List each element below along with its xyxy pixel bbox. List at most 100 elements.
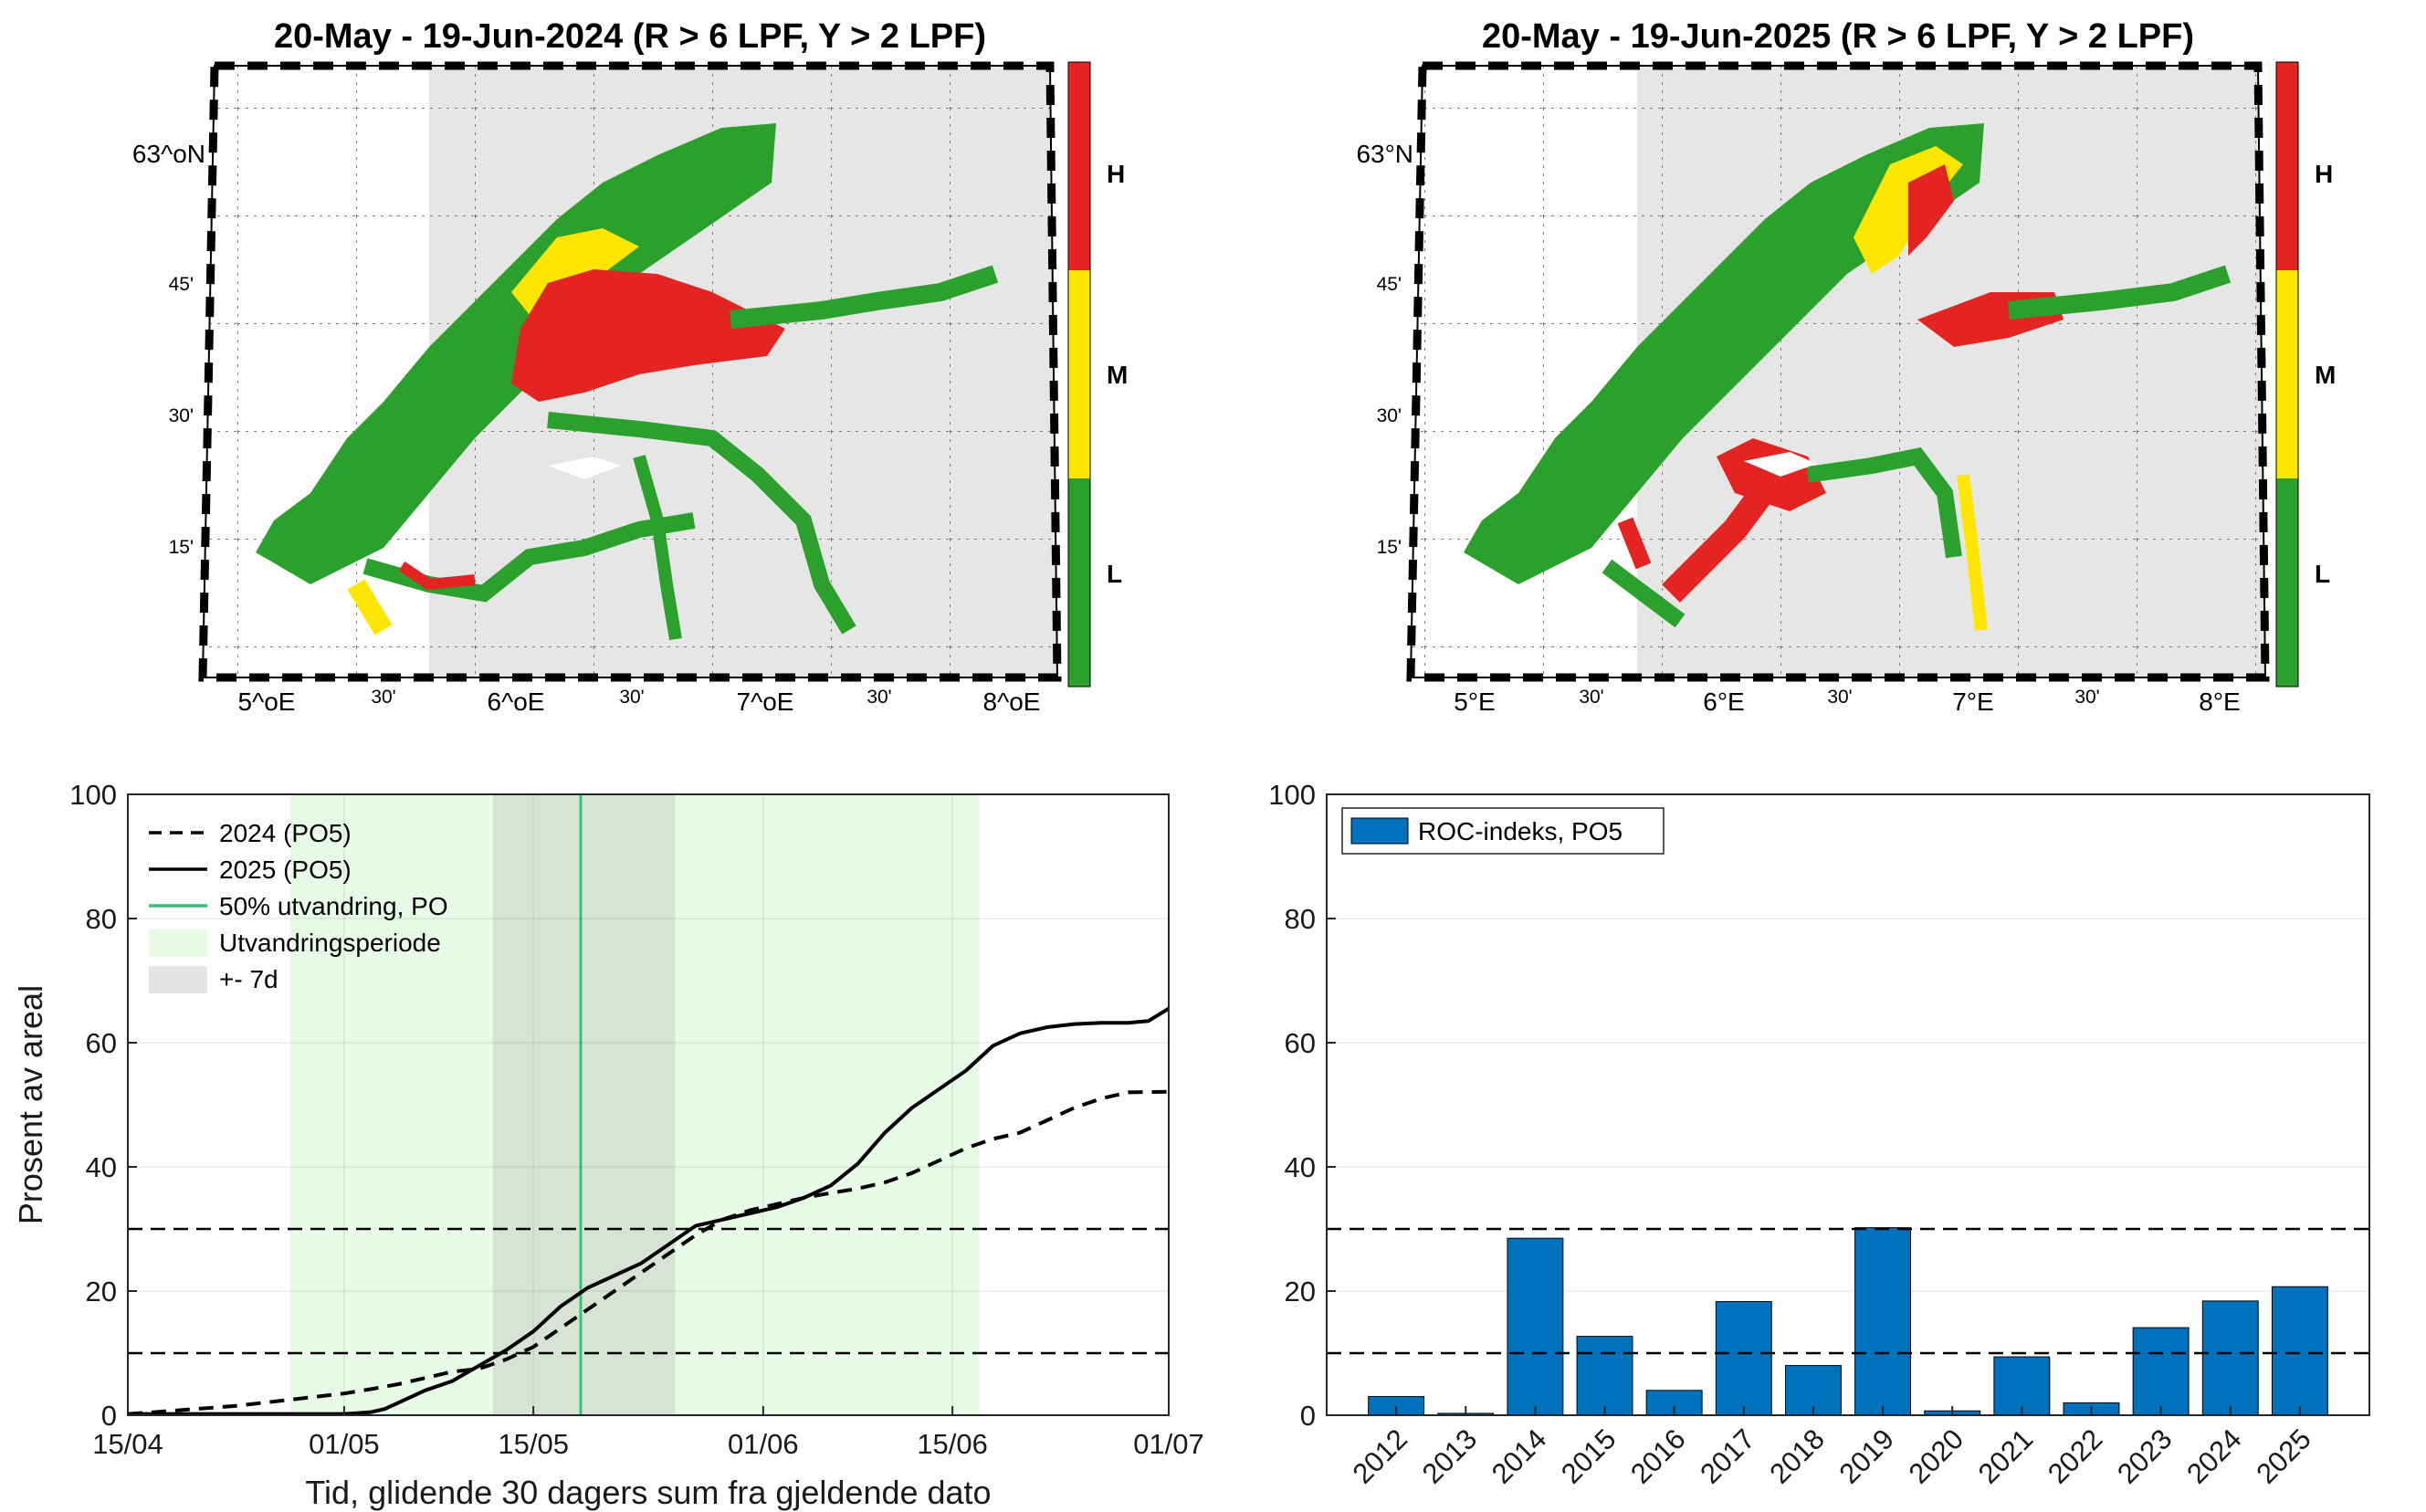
colorbar-label-medium: M	[1107, 361, 1128, 389]
x-tick-label: 2014	[1486, 1423, 1553, 1490]
series-line-2025	[128, 1006, 1171, 1416]
lon-label: 7^oE	[737, 688, 794, 716]
lon-label: 6°E	[1703, 688, 1744, 716]
lat-label: 45'	[169, 274, 194, 295]
lon-minor-label: 30'	[1827, 687, 1852, 708]
lat-label: 63^oN	[132, 140, 205, 168]
legend: ROC-indeks, PO5	[1341, 807, 1665, 855]
x-tick-label: 2013	[1416, 1423, 1484, 1490]
legend-swatch-period	[149, 929, 207, 957]
lon-labels: 5^oE 6^oE 7^oE 8^oE 30' 30' 30'	[238, 687, 1041, 716]
lon-label: 8^oE	[983, 688, 1041, 716]
x-tick-label: 2018	[1763, 1423, 1831, 1490]
colorbar-low	[1068, 478, 1090, 687]
colorbar: H M L	[1067, 61, 1128, 688]
graticule	[1411, 66, 2265, 677]
x-tick-label: 15/04	[92, 1428, 163, 1460]
colorbar-high	[2276, 62, 2298, 270]
series-line-2024	[127, 1089, 1170, 1416]
colorbar-label-low: L	[1107, 560, 1122, 588]
map-2025: 20-May - 19-Jun-2025 (R > 6 LPF, Y > 2 L…	[1356, 17, 2336, 716]
axes-box	[127, 793, 1170, 1416]
x-axis-label: Tid, glidende 30 dagers sum fra gjeldend…	[305, 1474, 991, 1511]
lat-label: 15'	[169, 537, 194, 558]
colorbar-label-high: H	[1107, 160, 1125, 188]
line-chart: 0 20 40 60 80 100 15/04 01/05 15/05 01/06 15/06 01/…	[12, 779, 1204, 1511]
bar-2021	[1993, 1356, 2051, 1416]
lat-labels: 63^oN 45' 30' 15'	[132, 140, 205, 558]
bar-2015	[1576, 1336, 1633, 1416]
legend-entry: +- 7d	[219, 965, 278, 993]
map-2024: 20-May - 19-Jun-2024 (R > 6 LPF, Y > 2 L…	[132, 17, 1128, 716]
lat-label: 45'	[1377, 274, 1402, 295]
colorbar-medium	[1068, 270, 1090, 478]
y-tick-label: 80	[1285, 903, 1316, 935]
y-tick-label: 60	[86, 1027, 117, 1059]
colorbar-high	[1068, 62, 1090, 270]
colorbar-label-low: L	[2315, 560, 2330, 588]
lat-label: 30'	[1377, 405, 1402, 426]
sea-coverage	[256, 123, 999, 641]
y-tick-label: 80	[86, 903, 117, 935]
y-tick-label: 20	[86, 1276, 117, 1307]
bar-2024	[2201, 1300, 2259, 1416]
x-tick-label: 2017	[1694, 1423, 1761, 1490]
lat-label: 30'	[169, 405, 194, 426]
lon-minor-label: 30'	[2074, 687, 2099, 708]
y-tick-label: 0	[1300, 1400, 1316, 1432]
x-tick-label: 2024	[2180, 1423, 2248, 1490]
lon-label: 7°E	[1952, 688, 1993, 716]
colorbar-label-medium: M	[2315, 361, 2336, 389]
x-tick-label: 2022	[2042, 1423, 2109, 1490]
legend-entry: 2024 (PO5)	[219, 819, 352, 847]
lon-minor-label: 30'	[1579, 687, 1603, 708]
lon-minor-label: 30'	[371, 687, 395, 708]
map-frame	[1406, 61, 2270, 682]
legend-entry: Utvandringsperiode	[219, 929, 441, 957]
bar-2019	[1854, 1227, 1912, 1416]
lon-minor-label: 30'	[866, 687, 891, 708]
bar-chart: 0 20 40 60 80 100 2012 2013 2014 2015 2016 2017 2018…	[1268, 779, 2370, 1490]
y-tick-label: 60	[1285, 1027, 1316, 1059]
lat-labels: 63°N 45' 30' 15'	[1356, 140, 1413, 558]
legend-swatch-window	[149, 966, 207, 993]
x-tick-label: 2020	[1903, 1423, 1970, 1490]
sea-coverage	[1464, 123, 2232, 631]
x-tick-label: 15/06	[917, 1428, 988, 1460]
x-tick-label: 2019	[1833, 1423, 1900, 1490]
x-tick-label: 2023	[2111, 1423, 2179, 1490]
legend-swatch-roc	[1350, 817, 1409, 845]
lon-label: 8°E	[2199, 688, 2240, 716]
lon-label: 5^oE	[238, 688, 296, 716]
map-frame	[198, 61, 1062, 682]
map-title: 20-May - 19-Jun-2025 (R > 6 LPF, Y > 2 L…	[1482, 17, 2194, 56]
bar-2014	[1507, 1237, 1564, 1416]
lon-minor-label: 30'	[619, 687, 644, 708]
colorbar-medium	[2276, 270, 2298, 478]
x-tick-label: 2012	[1347, 1423, 1414, 1490]
y-tick-label: 100	[69, 779, 117, 811]
y-tick-label: 0	[101, 1400, 117, 1432]
y-axis-label: Prosent av areal	[12, 985, 49, 1224]
colorbar: H M L	[2275, 61, 2336, 688]
lon-label: 6^oE	[488, 688, 545, 716]
bar-2023	[2132, 1327, 2190, 1416]
lat-label: 63°N	[1356, 140, 1413, 168]
x-tick-label: 2025	[2250, 1423, 2317, 1490]
axes-box	[1326, 793, 2370, 1416]
lon-labels: 5°E 6°E 7°E 8°E 30' 30' 30'	[1454, 687, 2240, 716]
x-tick-label: 2016	[1624, 1423, 1692, 1490]
legend-entry: 50% utvandring, PO	[219, 892, 448, 920]
y-tick-label: 40	[86, 1151, 117, 1183]
x-tick-label: 01/06	[728, 1428, 799, 1460]
x-tick-label: 01/07	[1133, 1428, 1204, 1460]
bar-2025	[2271, 1286, 2328, 1416]
x-tick-label: 01/05	[309, 1428, 380, 1460]
x-tick-label: 2015	[1555, 1423, 1623, 1490]
legend: 2024 (PO5) 2025 (PO5) 50% utvandring, PO…	[149, 819, 448, 993]
bar-2017	[1715, 1301, 1772, 1416]
x-tick-label: 2021	[1972, 1423, 2040, 1490]
y-tick-label: 40	[1285, 1151, 1316, 1183]
y-tick-label: 20	[1285, 1276, 1316, 1307]
